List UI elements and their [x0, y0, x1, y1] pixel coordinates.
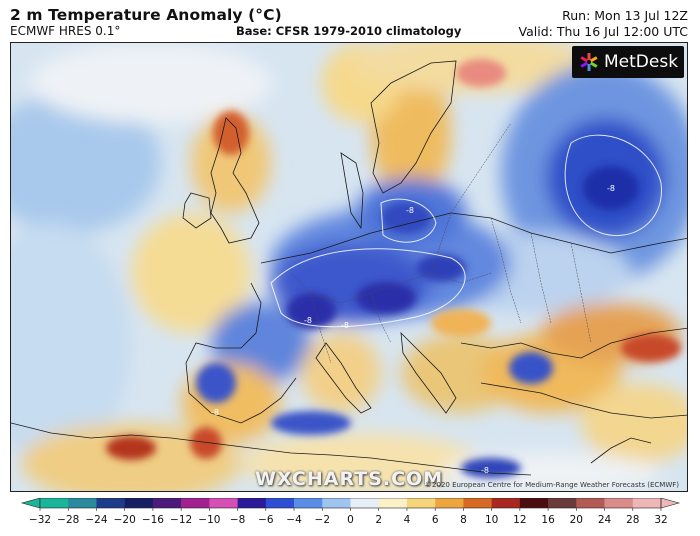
colorbar-tick-label: 8 [460, 514, 467, 526]
colorbar-canvas: −32 −28 −24 −20 −16 −12 −10 −8 −6 −4 −2 0 2 4 6 8 10 12 16… [20, 498, 681, 526]
colorbar-segment [40, 498, 69, 508]
anomaly-map[interactable]: -8 -8 -8 -8 -8 -8 MetDesk WXCHARTS.COM ©… [10, 42, 688, 492]
colorbar-tick-label: −24 [85, 514, 107, 526]
colorbar-tick-label: −20 [114, 514, 136, 526]
colorbar-tick-label: 24 [598, 514, 612, 526]
colorbar-arrow-left [20, 498, 41, 509]
colorbar-segment [350, 498, 380, 508]
contour-label: -8 [341, 321, 349, 330]
colorbar-segment [548, 498, 577, 508]
colorbar-tick-label: 16 [541, 514, 555, 526]
colorbar-segment [124, 498, 154, 508]
colorbar-tick-label: −28 [57, 514, 79, 526]
colorbar-tick-label: −4 [286, 514, 302, 526]
contour-label: -8 [211, 408, 219, 417]
run-time: Run: Mon 13 Jul 12Z [562, 8, 688, 23]
colorbar-segment [378, 498, 408, 508]
contour-label-group: -8 -8 -8 -8 -8 -8 [211, 184, 615, 475]
colorbar-tick-label: −6 [258, 514, 274, 526]
colorbar-tick-label: 10 [485, 514, 498, 526]
contour-label: -8 [406, 206, 414, 215]
metdesk-logo-text: MetDesk [604, 52, 679, 72]
header: 2 m Temperature Anomaly (°C) ECMWF HRES … [0, 0, 700, 42]
map-canvas: -8 -8 -8 -8 -8 -8 [11, 43, 687, 491]
colorbar-segment [322, 498, 351, 508]
colorbar-tick-label: 32 [654, 514, 667, 526]
colorbar-segment [435, 498, 464, 508]
colorbar-tick-label: −16 [142, 514, 164, 526]
colorbar-segment [209, 498, 238, 508]
colorbar-tick-label: 4 [404, 514, 411, 526]
borders [290, 122, 592, 364]
colorbar-segment [632, 498, 662, 508]
colorbar-segment [463, 498, 492, 508]
colorbar-tick-label: −32 [29, 514, 51, 526]
colorbar-segment [406, 498, 436, 508]
coastlines [11, 60, 687, 476]
colorbar-tick-label: 28 [626, 514, 639, 526]
colorbar-tick-label: 0 [347, 514, 354, 526]
colorbar-segment [237, 498, 267, 508]
ecmwf-copyright: ©2020 European Centre for Medium-Range W… [425, 481, 679, 489]
contour-label: -8 [607, 184, 615, 193]
colorbar-tick-label: 20 [570, 514, 583, 526]
climatology-base: Base: CFSR 1979-2010 climatology [236, 24, 462, 38]
valid-time: Valid: Thu 16 Jul 12:00 UTC [518, 24, 688, 39]
colorbar-segment [491, 498, 521, 508]
colorbar-segment [152, 498, 182, 508]
wxcharts-watermark: WXCHARTS.COM [255, 468, 444, 490]
metdesk-logo-icon [580, 53, 598, 71]
model-label: ECMWF HRES 0.1° [10, 24, 121, 38]
map-title: 2 m Temperature Anomaly (°C) [10, 6, 282, 24]
colorbar-segment [265, 498, 295, 508]
colorbar: −32 −28 −24 −20 −16 −12 −10 −8 −6 −4 −2 0 2 4 6 8 10 12 16… [18, 498, 683, 534]
anomaly-detail [106, 59, 681, 478]
contours [270, 134, 662, 328]
colorbar-tick-label: −8 [230, 514, 245, 526]
colorbar-segment [576, 498, 605, 508]
contour-label: -8 [481, 466, 489, 475]
colorbar-segment [181, 498, 210, 508]
colorbar-arrow-right [660, 498, 681, 509]
contour-label: -8 [304, 316, 312, 325]
colorbar-tick-label: 12 [513, 514, 526, 526]
colorbar-segment [96, 498, 125, 508]
colorbar-tick-label: −2 [315, 514, 330, 526]
colorbar-segment [604, 498, 634, 508]
colorbar-tick-label: 6 [432, 514, 439, 526]
colorbar-segment [519, 498, 549, 508]
colorbar-tick-label: −12 [170, 514, 192, 526]
colorbar-segment [68, 498, 97, 508]
colorbar-tick-label: −10 [198, 514, 220, 526]
colorbar-tick-label: 2 [375, 514, 382, 526]
colorbar-segment [294, 498, 323, 508]
metdesk-logo: MetDesk [572, 46, 684, 78]
